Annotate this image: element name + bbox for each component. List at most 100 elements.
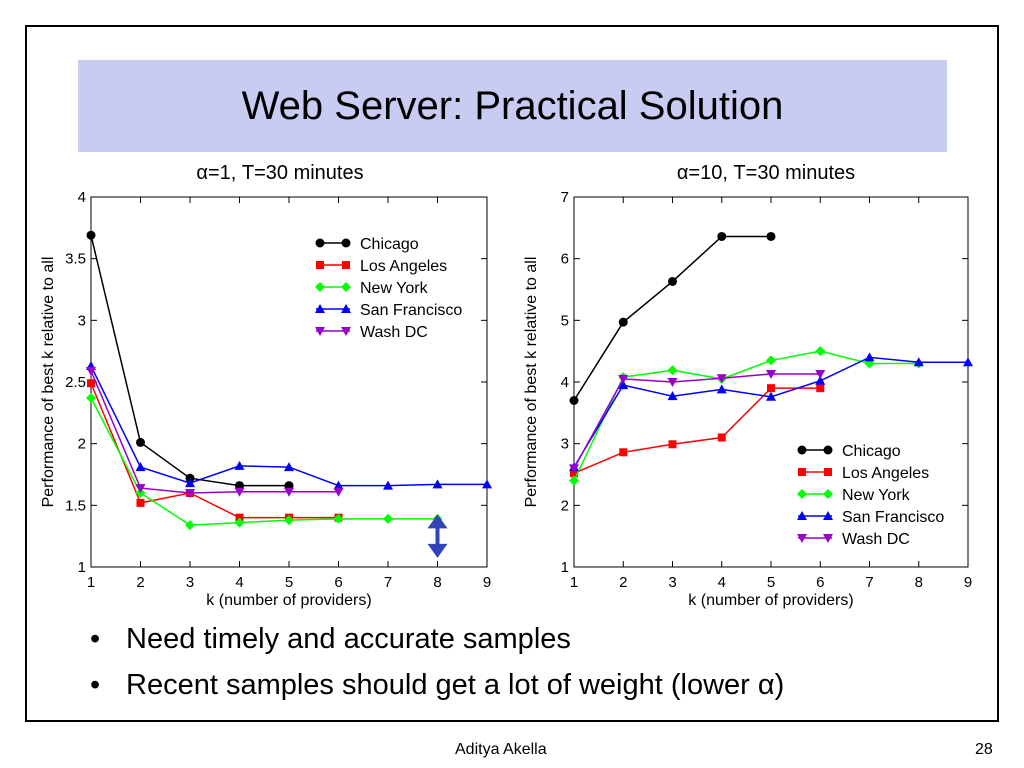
- data-point: [234, 517, 245, 528]
- x-axis-label: k (number of providers): [688, 592, 853, 609]
- legend: Chicago Los Angeles New York San Francisco W…: [315, 236, 462, 341]
- chart-left: 1 2 3 4 5 6 7 8 911.522.533.54k (number of provi…: [40, 189, 492, 609]
- data-point: [482, 479, 492, 489]
- data-point: [815, 375, 826, 385]
- data-point: [618, 317, 628, 327]
- series-line: [573, 387, 821, 474]
- data-point: [716, 384, 727, 394]
- slide-frame: [25, 25, 999, 722]
- data-point: [618, 374, 629, 384]
- x-tick-label: 6: [816, 574, 824, 591]
- legend-marker: [341, 304, 351, 313]
- data-point: [185, 478, 195, 488]
- data-point: [766, 391, 776, 401]
- data-point: [815, 346, 826, 357]
- footer-author: Aditya Akella: [455, 741, 547, 758]
- x-tick-label: 9: [483, 574, 491, 591]
- data-point: [86, 366, 96, 376]
- slide-title: Web Server: Practical Solution: [241, 84, 784, 128]
- legend-marker: [341, 238, 351, 248]
- legend-marker: [316, 261, 324, 269]
- data-point: [619, 448, 628, 457]
- legend-marker: [823, 445, 833, 455]
- series-new-york: [86, 393, 443, 531]
- x-tick-label: 2: [136, 574, 144, 591]
- y-tick-label: 4: [561, 374, 569, 391]
- bullet-item: • Recent samples should get a lot of weig…: [90, 662, 784, 708]
- x-tick-label: 1: [570, 574, 578, 591]
- x-tick-label: 4: [235, 574, 243, 591]
- y-tick-label: 5: [561, 312, 569, 329]
- data-point: [135, 462, 146, 472]
- series-line: [90, 370, 339, 494]
- legend-label: San Francisco: [360, 302, 462, 319]
- data-point: [383, 480, 393, 490]
- x-tick-label: 3: [668, 574, 676, 591]
- series-line: [90, 382, 339, 519]
- y-tick-label: 3: [561, 436, 569, 453]
- y-tick-label: 3.5: [65, 251, 86, 268]
- y-tick-label: 2: [78, 436, 86, 453]
- x-tick-label: 9: [964, 574, 972, 591]
- data-point: [383, 513, 393, 524]
- legend-label: San Francisco: [842, 509, 944, 526]
- arrow-head-up: [427, 514, 448, 529]
- legend-marker: [823, 511, 833, 520]
- data-point: [185, 489, 195, 498]
- legend-marker: [315, 304, 325, 313]
- data-point: [284, 515, 294, 526]
- data-point: [667, 391, 678, 401]
- y-tick-label: 4: [78, 189, 86, 206]
- data-point: [864, 352, 875, 362]
- data-point: [963, 357, 973, 367]
- chart-right: 1 2 3 4 5 6 7 8 9 1 2 3 4 5 6 7 k (number of providers) P…: [523, 189, 973, 609]
- data-point: [135, 484, 146, 494]
- x-tick-label: 7: [865, 574, 873, 591]
- legend: Chicago Los Angeles New York San Francisco W…: [797, 443, 944, 548]
- y-tick-label: 1: [561, 559, 569, 576]
- data-point: [913, 357, 924, 367]
- chart-1-title: α=1, T=30 minutes: [196, 162, 364, 184]
- y-axis-label: Performance of best k relative to all: [40, 257, 57, 508]
- x-tick-label: 3: [186, 574, 194, 591]
- legend-marker: [823, 534, 833, 543]
- chart-2-title: α=10, T=30 minutes: [676, 162, 856, 184]
- legend-marker: [342, 261, 350, 269]
- x-tick-label: 6: [334, 574, 342, 591]
- arrow-head-down: [427, 543, 448, 558]
- data-point: [815, 369, 826, 379]
- legend-marker: [315, 238, 325, 248]
- data-point: [234, 487, 245, 497]
- series-wash-dc: [86, 366, 344, 498]
- data-point: [766, 369, 776, 379]
- series-line: [573, 350, 919, 481]
- legend-label: Los Angeles: [360, 258, 447, 275]
- data-point: [284, 487, 294, 497]
- data-point: [333, 513, 344, 524]
- series-line: [90, 397, 438, 526]
- data-point: [569, 475, 579, 486]
- page-number: 28: [975, 741, 993, 758]
- x-axis-label: k (number of providers): [206, 592, 371, 609]
- legend-label: Chicago: [842, 443, 901, 460]
- x-tick-label: 8: [915, 574, 923, 591]
- bullet-list: • Need timely and accurate samples • Recen…: [90, 616, 784, 708]
- series-san-francisco: [569, 352, 973, 472]
- series-los-angeles: [570, 384, 825, 478]
- legend-marker: [315, 327, 325, 336]
- legend-label: Wash DC: [842, 531, 910, 548]
- data-point: [86, 230, 96, 240]
- legend-label: Chicago: [360, 236, 419, 253]
- legend-marker: [798, 468, 806, 476]
- double-arrow-icon: [427, 514, 448, 558]
- y-axis-label: Performance of best k relative to all: [523, 257, 540, 508]
- y-tick-label: 2.5: [65, 374, 86, 391]
- y-tick-label: 6: [561, 251, 569, 268]
- data-point: [569, 464, 579, 474]
- legend-marker: [797, 445, 807, 455]
- data-point: [716, 374, 727, 384]
- x-tick-label: 7: [384, 574, 392, 591]
- legend-marker: [823, 489, 833, 499]
- data-point: [136, 437, 145, 447]
- series-chicago: [86, 230, 294, 491]
